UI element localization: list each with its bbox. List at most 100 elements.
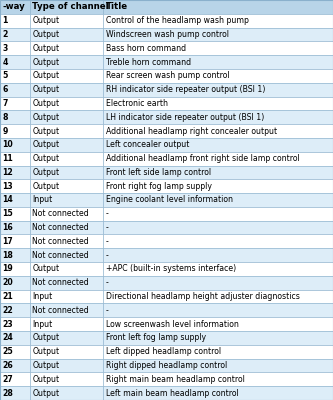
Bar [0, 386, 30, 400]
Bar [103, 248, 333, 262]
Text: Left dipped headlamp control: Left dipped headlamp control [106, 347, 221, 356]
Bar [103, 83, 333, 96]
Text: 3: 3 [3, 44, 8, 53]
Text: 20: 20 [3, 278, 13, 287]
Text: LH indicator side repeater output (BSI 1): LH indicator side repeater output (BSI 1… [106, 113, 264, 122]
Bar [30, 41, 103, 55]
Bar [30, 55, 103, 69]
Text: -: - [106, 278, 109, 287]
Bar [30, 372, 103, 386]
Bar [103, 221, 333, 234]
Bar [30, 138, 103, 152]
Bar [103, 262, 333, 276]
Text: Not connected: Not connected [33, 209, 89, 218]
Text: 8: 8 [3, 113, 8, 122]
Bar [0, 179, 30, 193]
Bar [30, 290, 103, 304]
Text: Output: Output [33, 182, 60, 191]
Text: 26: 26 [3, 361, 13, 370]
Text: Not connected: Not connected [33, 251, 89, 260]
Bar [0, 276, 30, 290]
Text: Title: Title [106, 2, 128, 11]
Bar [0, 55, 30, 69]
Bar [103, 317, 333, 331]
Bar [30, 317, 103, 331]
Bar [30, 359, 103, 372]
Text: Output: Output [33, 85, 60, 94]
Text: Output: Output [33, 44, 60, 53]
Text: Output: Output [33, 334, 60, 342]
Bar [103, 179, 333, 193]
Text: 14: 14 [3, 196, 13, 204]
Text: Not connected: Not connected [33, 278, 89, 287]
Text: 18: 18 [3, 251, 13, 260]
Text: 4: 4 [3, 58, 8, 66]
Text: 19: 19 [3, 264, 13, 274]
Text: 21: 21 [3, 292, 13, 301]
Bar [30, 386, 103, 400]
Bar [0, 221, 30, 234]
Text: Output: Output [33, 113, 60, 122]
Bar [30, 166, 103, 179]
Text: Output: Output [33, 347, 60, 356]
Text: 10: 10 [3, 140, 13, 149]
Bar [0, 152, 30, 166]
Text: Control of the headlamp wash pump: Control of the headlamp wash pump [106, 16, 249, 25]
Bar [0, 262, 30, 276]
Text: Output: Output [33, 99, 60, 108]
Bar [103, 110, 333, 124]
Text: Output: Output [33, 154, 60, 163]
Bar [0, 166, 30, 179]
Text: Output: Output [33, 389, 60, 398]
Text: Front right fog lamp supply: Front right fog lamp supply [106, 182, 212, 191]
Bar [0, 345, 30, 359]
Bar [0, 124, 30, 138]
Bar [103, 96, 333, 110]
Text: Front left fog lamp supply: Front left fog lamp supply [106, 334, 206, 342]
Text: 27: 27 [3, 375, 13, 384]
Bar [0, 331, 30, 345]
Bar [103, 372, 333, 386]
Bar [103, 359, 333, 372]
Text: Additional headlamp front right side lamp control: Additional headlamp front right side lam… [106, 154, 299, 163]
Text: 15: 15 [3, 209, 13, 218]
Text: 25: 25 [3, 347, 13, 356]
Text: Output: Output [33, 126, 60, 136]
Text: Additional headlamp right concealer output: Additional headlamp right concealer outp… [106, 126, 277, 136]
Bar [30, 262, 103, 276]
Bar [103, 69, 333, 83]
Text: 5: 5 [3, 71, 8, 80]
Text: Output: Output [33, 140, 60, 149]
Text: 24: 24 [3, 334, 13, 342]
Bar [30, 96, 103, 110]
Text: Input: Input [33, 196, 53, 204]
Text: Type of channel: Type of channel [33, 2, 109, 11]
Bar [0, 138, 30, 152]
Text: +APC (built-in systems interface): +APC (built-in systems interface) [106, 264, 236, 274]
Text: 28: 28 [3, 389, 13, 398]
Bar [103, 41, 333, 55]
Text: Electronic earth: Electronic earth [106, 99, 168, 108]
Bar [103, 234, 333, 248]
Text: 13: 13 [3, 182, 13, 191]
Text: RH indicator side repeater output (BSI 1): RH indicator side repeater output (BSI 1… [106, 85, 265, 94]
Text: Not connected: Not connected [33, 237, 89, 246]
Bar [103, 276, 333, 290]
Bar [0, 207, 30, 221]
Bar [103, 138, 333, 152]
Text: -: - [106, 237, 109, 246]
Bar [30, 83, 103, 96]
Bar [30, 110, 103, 124]
Text: 11: 11 [3, 154, 13, 163]
Text: Left main beam headlamp control: Left main beam headlamp control [106, 389, 238, 398]
Text: Left concealer output: Left concealer output [106, 140, 189, 149]
Text: Directional headlamp height adjuster diagnostics: Directional headlamp height adjuster dia… [106, 292, 300, 301]
Bar [0, 69, 30, 83]
Text: Not connected: Not connected [33, 306, 89, 315]
Bar [103, 14, 333, 28]
Bar [30, 221, 103, 234]
Bar [103, 386, 333, 400]
Text: Output: Output [33, 30, 60, 39]
Text: Low screenwash level information: Low screenwash level information [106, 320, 239, 329]
Bar [30, 234, 103, 248]
